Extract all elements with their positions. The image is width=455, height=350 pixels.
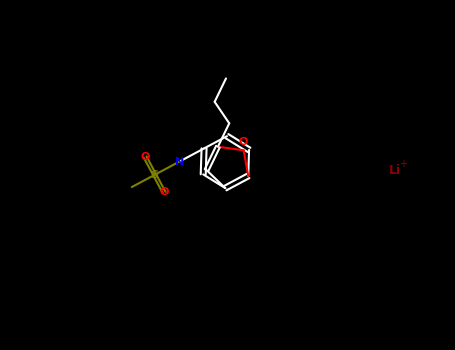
Text: +: + <box>399 159 407 169</box>
Text: S: S <box>151 170 159 180</box>
Text: O: O <box>159 188 169 197</box>
Text: Li: Li <box>389 163 401 176</box>
Text: N: N <box>175 156 184 167</box>
Text: O: O <box>141 152 150 162</box>
Text: O: O <box>239 137 248 147</box>
